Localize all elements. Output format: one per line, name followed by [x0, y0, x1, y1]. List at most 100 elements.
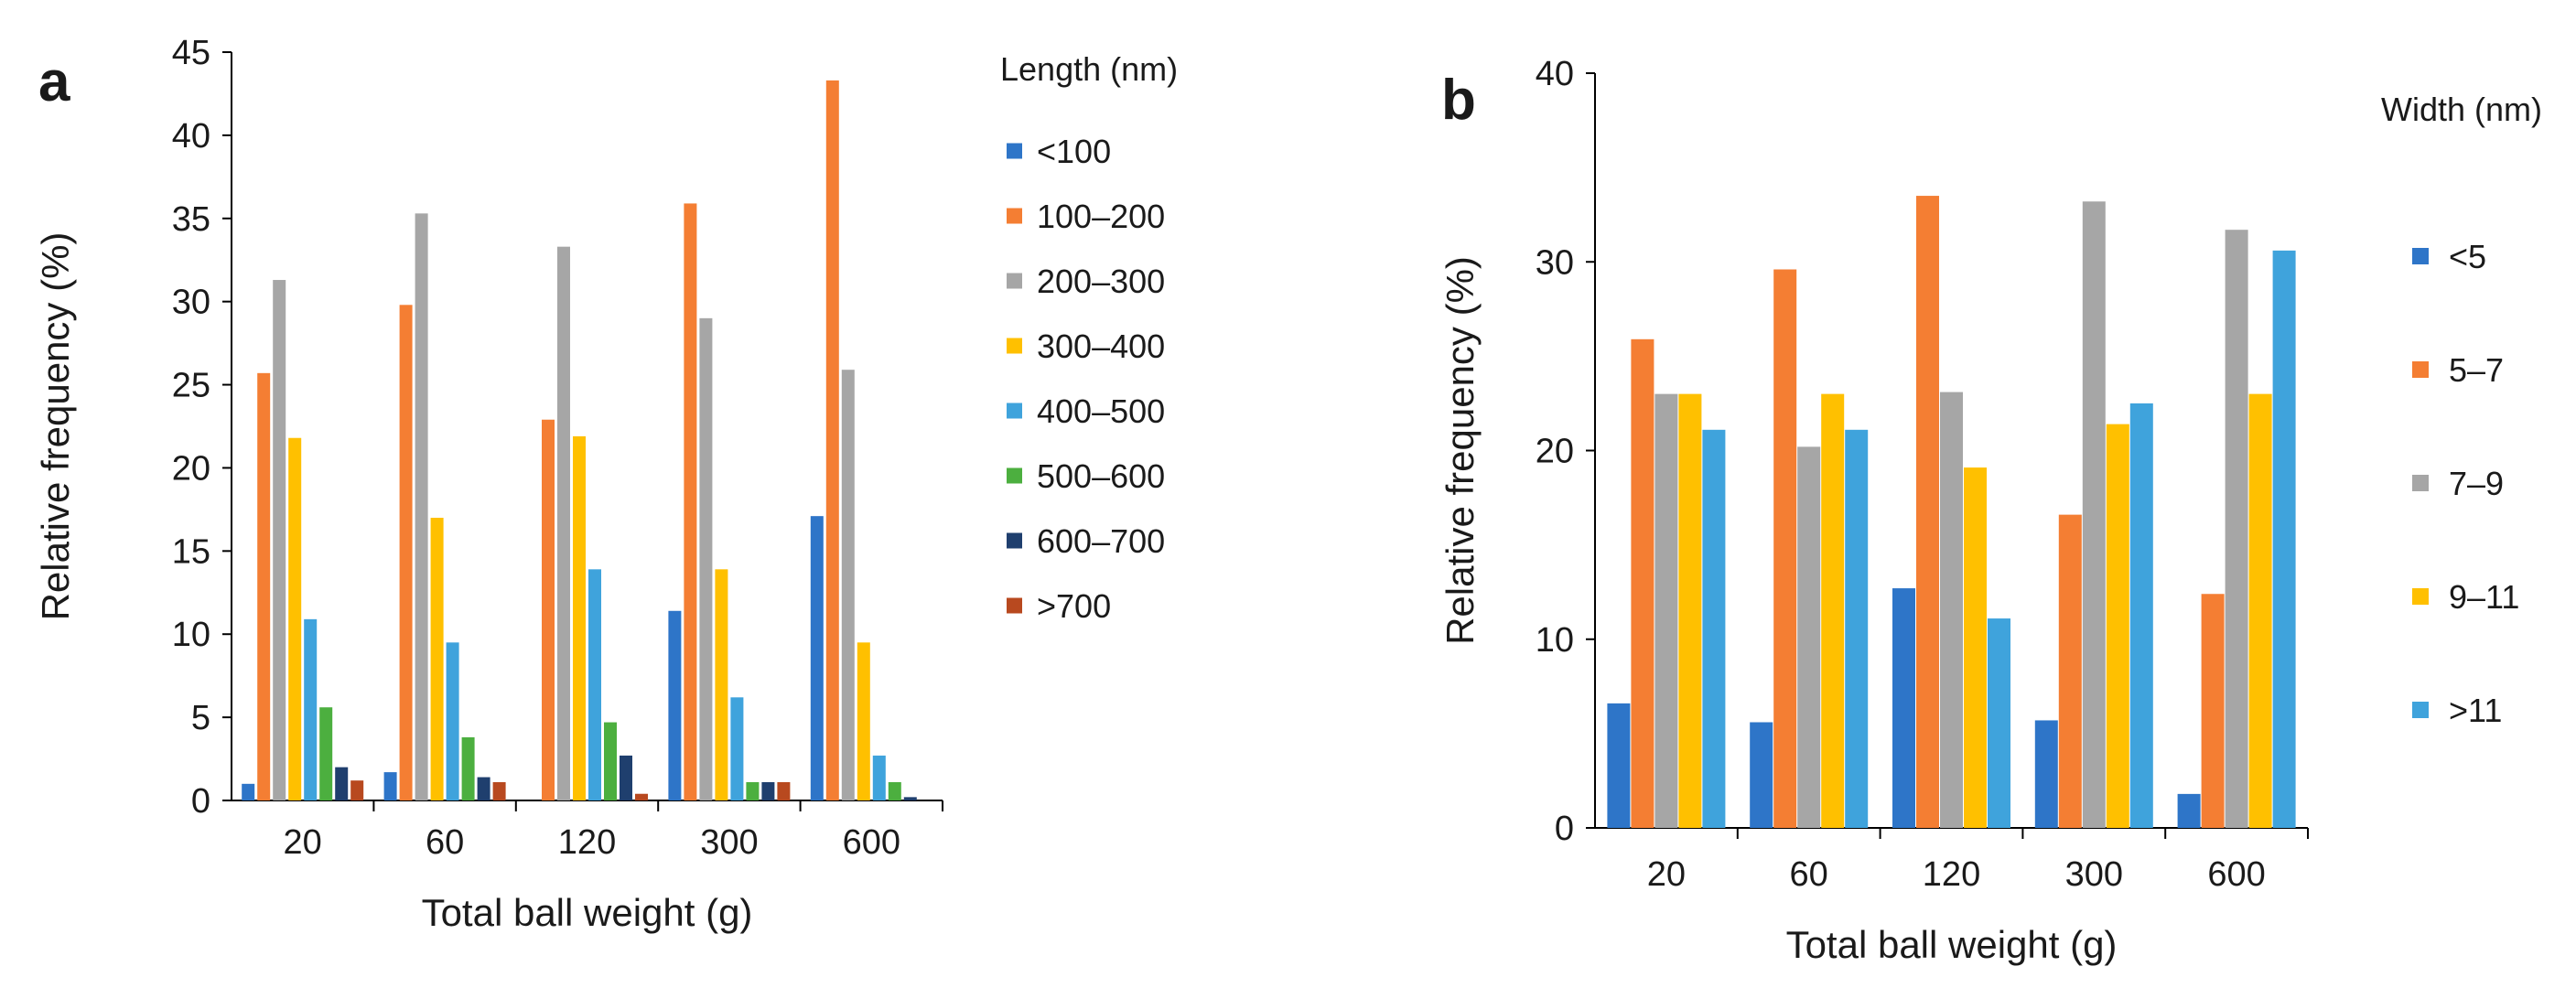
bar-20-5–7 — [1631, 338, 1654, 828]
bar-20->11 — [1702, 429, 1726, 828]
bar-60-200–300 — [415, 213, 428, 800]
bar-600-9–11 — [2248, 393, 2272, 828]
legend-label: 400–500 — [1037, 392, 1165, 430]
legend-swatch — [1007, 467, 1022, 484]
x-tick-label: 120 — [558, 823, 616, 862]
y-tick-label: 0 — [191, 782, 210, 821]
y-tick-label: 30 — [172, 284, 210, 322]
bar-300-300–400 — [715, 569, 728, 800]
legend-swatch — [1007, 338, 1022, 354]
x-tick-label: 300 — [700, 823, 758, 862]
bar-600-300–400 — [857, 642, 870, 800]
legend-swatch — [1007, 597, 1022, 614]
bar-20-600–700 — [335, 767, 349, 800]
legend-swatch — [1007, 532, 1022, 549]
x-tick-label: 600 — [843, 823, 900, 862]
bar-120-9–11 — [1964, 467, 1987, 828]
y-tick-label: 25 — [172, 367, 210, 405]
legend-swatch — [1007, 403, 1022, 419]
legend-swatch — [2412, 248, 2429, 264]
legend-label: 500–600 — [1037, 457, 1165, 495]
bar-600-400–500 — [872, 755, 886, 800]
legend-swatch — [2412, 361, 2429, 378]
y-tick-label: 10 — [1536, 621, 1574, 660]
legend-title: Length (nm) — [1000, 50, 1178, 88]
legend: Length (nm) <100 100–200 200–300 300–400 400–… — [1000, 50, 1178, 625]
bar-120->700 — [635, 793, 648, 800]
bar-60->11 — [1845, 429, 1869, 828]
bar-300-100–200 — [684, 203, 697, 800]
y-tick-label: 45 — [172, 34, 210, 72]
y-tick-label: 10 — [172, 616, 210, 654]
bar-600-<100 — [810, 516, 824, 800]
x-axis-title: Total ball weight (g) — [1786, 923, 2118, 966]
legend-swatch — [2412, 475, 2429, 491]
y-tick-label: 20 — [1536, 433, 1574, 471]
y-tick-label: 15 — [172, 532, 210, 571]
bar-600-5–7 — [2201, 594, 2225, 828]
bar-300-500–600 — [746, 782, 760, 800]
y-tick-label: 0 — [1555, 810, 1574, 848]
bar-20-400–500 — [304, 618, 318, 800]
bar-600-100–200 — [825, 80, 839, 800]
bar-20->700 — [350, 780, 364, 800]
bar-60-5–7 — [1773, 269, 1797, 828]
bar-60-500–600 — [461, 736, 475, 800]
bar-20-300–400 — [288, 437, 302, 800]
y-tick-label: 35 — [172, 200, 210, 239]
bar-120-7–9 — [1940, 392, 1963, 828]
bar-300-7–9 — [2082, 201, 2106, 828]
legend-label: <5 — [2449, 238, 2486, 275]
bar-60-7–9 — [1797, 446, 1821, 828]
bar-120-100–200 — [542, 419, 555, 800]
chart-panel-a: a 0 5 10 15 20 25 30 35 40 45 20 60 120 300 600 Total ba… — [34, 34, 1178, 934]
y-tick-label: 20 — [172, 449, 210, 488]
bar-300-600–700 — [761, 782, 775, 800]
bar-300-<5 — [2034, 720, 2058, 828]
bar-120-600–700 — [620, 755, 632, 800]
legend-label: <100 — [1037, 133, 1111, 170]
y-axis-title: Relative frequency (%) — [34, 232, 77, 621]
bar-20-500–600 — [319, 707, 333, 800]
bar-600-500–600 — [888, 782, 901, 800]
legend-swatch — [1007, 208, 1022, 224]
bar-120-200–300 — [557, 246, 570, 800]
bar-20-<5 — [1607, 703, 1631, 828]
legend-swatch — [2412, 702, 2429, 718]
x-tick-label: 60 — [1790, 855, 1828, 894]
x-tick-label: 20 — [284, 823, 322, 862]
legend-swatch — [1007, 143, 1022, 159]
legend-label: >700 — [1037, 587, 1111, 625]
bar-300-9–11 — [2106, 424, 2129, 828]
bar-300-<100 — [668, 610, 682, 800]
bar-120-5–7 — [1916, 196, 1939, 828]
y-tick-label: 5 — [191, 699, 210, 737]
bar-20-100–200 — [257, 372, 271, 800]
bar-600->11 — [2272, 250, 2296, 828]
bar-600-600–700 — [903, 797, 917, 800]
legend-swatch — [2412, 588, 2429, 605]
bar-120->11 — [1988, 618, 2010, 828]
x-tick-label: 600 — [2207, 855, 2265, 894]
y-axis-title: Relative frequency (%) — [1439, 256, 1482, 645]
legend-label: 9–11 — [2449, 578, 2519, 616]
x-tick-label: 60 — [426, 823, 464, 862]
bar-20-9–11 — [1678, 393, 1702, 828]
bar-300->700 — [777, 782, 791, 800]
bar-20-<100 — [242, 783, 255, 800]
bar-120-300–400 — [573, 435, 586, 800]
bar-60-400–500 — [446, 642, 459, 800]
legend-label: 100–200 — [1037, 198, 1165, 235]
bar-60-<100 — [383, 772, 397, 800]
legend-label: 300–400 — [1037, 328, 1165, 365]
bar-300->11 — [2129, 403, 2153, 828]
bar-60-100–200 — [399, 305, 413, 800]
panel-label: a — [38, 50, 70, 113]
bar-20-7–9 — [1654, 393, 1678, 828]
chart-panel-b: b 0 10 20 30 40 20 60 120 300 600 Total ball weight… — [1439, 55, 2542, 966]
panel-label: b — [1441, 69, 1476, 132]
bar-60-9–11 — [1821, 393, 1845, 828]
bar-60-<5 — [1750, 722, 1773, 828]
bar-60-600–700 — [477, 777, 490, 800]
legend-label: 200–300 — [1037, 263, 1165, 300]
